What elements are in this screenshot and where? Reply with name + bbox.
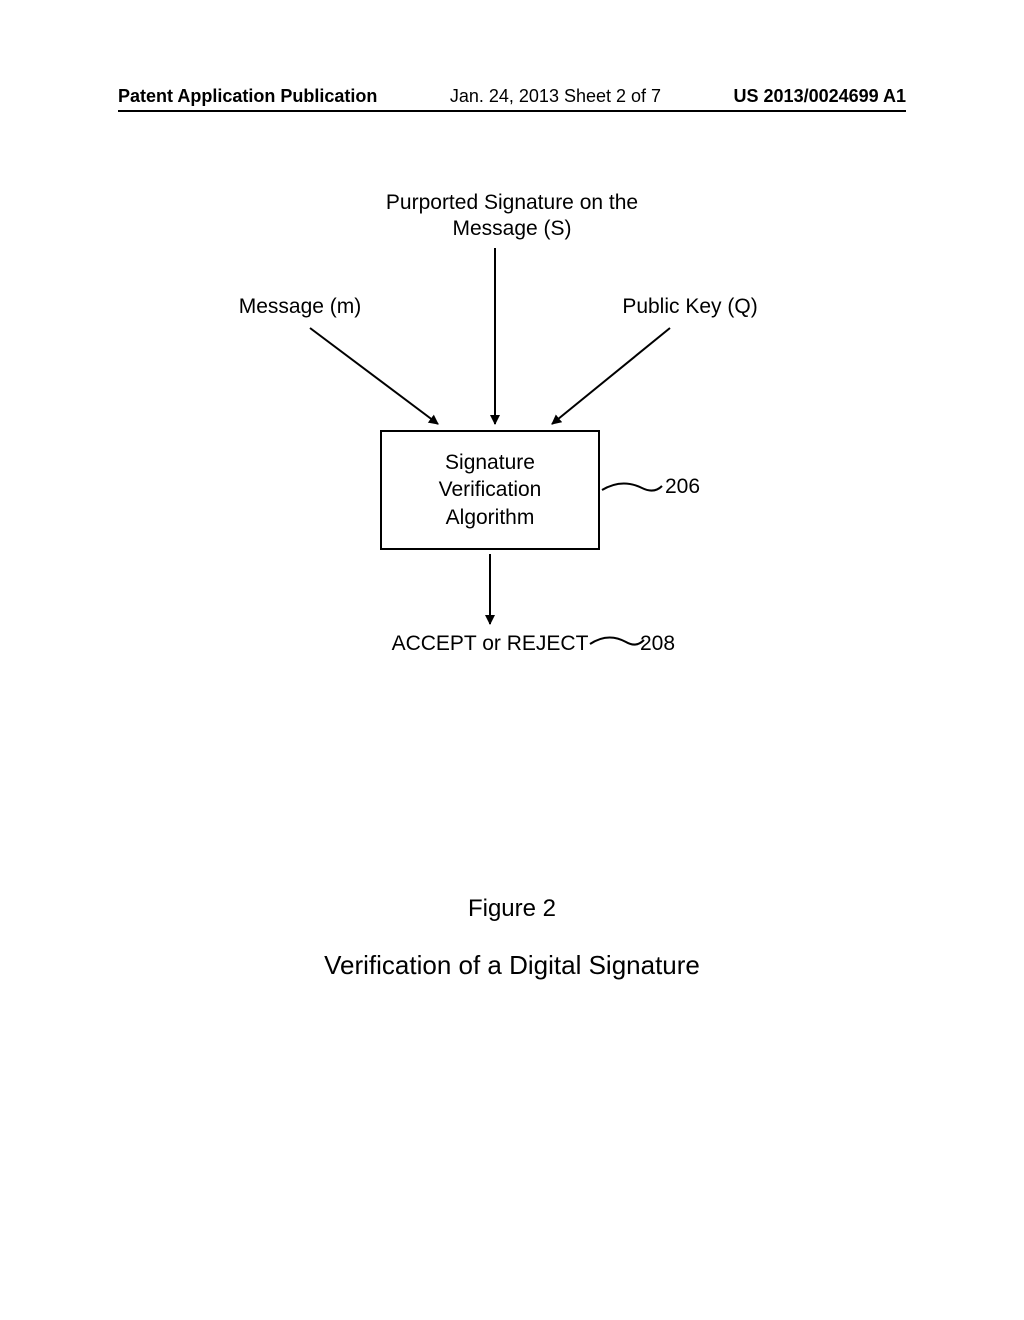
ref-curve-206 bbox=[602, 483, 662, 490]
verification-algorithm-box: Signature Verification Algorithm bbox=[380, 430, 600, 550]
signature-label-line1: Purported Signature on the bbox=[0, 190, 1024, 216]
arrow-publickey bbox=[552, 328, 670, 424]
ref-208: 208 bbox=[640, 632, 675, 656]
ref-206: 206 bbox=[665, 475, 700, 499]
page: Patent Application Publication Jan. 24, … bbox=[0, 0, 1024, 1320]
box-line2: Verification bbox=[439, 478, 542, 501]
box-text: Signature Verification Algorithm bbox=[439, 449, 542, 531]
publickey-input-label: Public Key (Q) bbox=[600, 295, 780, 319]
message-input-label: Message (m) bbox=[210, 295, 390, 319]
diagram: Purported Signature on the Message (S) M… bbox=[0, 0, 1024, 1320]
signature-input-label: Purported Signature on the Message (S) bbox=[0, 190, 1024, 243]
box-line1: Signature bbox=[445, 451, 535, 474]
figure-title: Verification of a Digital Signature bbox=[0, 950, 1024, 981]
arrow-message bbox=[310, 328, 438, 424]
output-text: ACCEPT or REJECT bbox=[350, 632, 630, 656]
figure-number: Figure 2 bbox=[0, 895, 1024, 923]
box-line3: Algorithm bbox=[446, 506, 535, 529]
signature-label-line2: Message (S) bbox=[0, 216, 1024, 242]
